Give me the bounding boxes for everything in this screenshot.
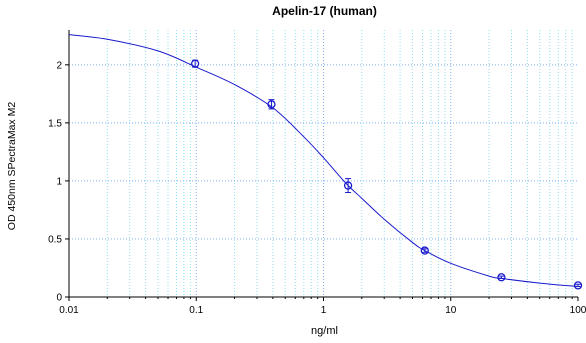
y-tick-label: 1.5 (48, 118, 62, 129)
y-tick-label: 1 (56, 176, 62, 187)
data-point (267, 100, 276, 109)
data-point (497, 273, 506, 282)
data-point (190, 59, 200, 68)
y-tick-label: 2 (56, 60, 62, 71)
data-point (343, 181, 353, 190)
x-tick-label: 0.01 (59, 305, 79, 316)
y-tick-label: 0.5 (48, 234, 62, 245)
x-tick-label: 100 (570, 305, 586, 316)
x-tick-label: 1 (321, 305, 327, 316)
y-tick-label: 0 (56, 293, 62, 304)
fit-curve (68, 34, 579, 288)
x-axis-label: ng/ml (311, 325, 338, 337)
data-point (573, 281, 583, 290)
x-tick-label: 0.1 (189, 305, 203, 316)
chart-title: Apelin-17 (human) (272, 4, 377, 18)
data-point (420, 246, 429, 255)
x-tick-label: 10 (445, 305, 457, 316)
